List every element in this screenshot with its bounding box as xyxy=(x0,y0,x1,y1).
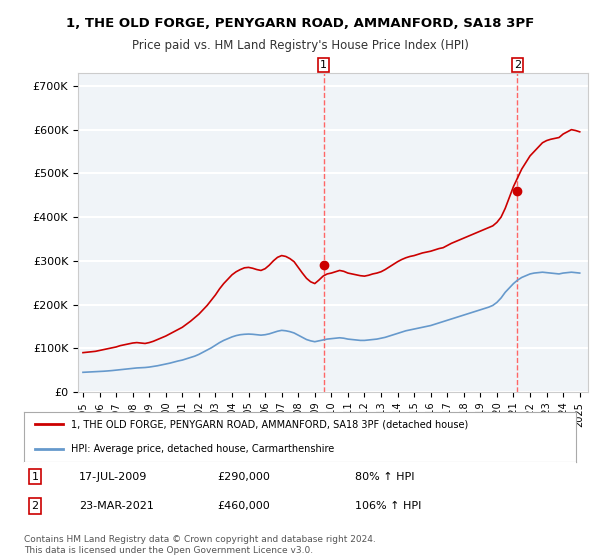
Text: Price paid vs. HM Land Registry's House Price Index (HPI): Price paid vs. HM Land Registry's House … xyxy=(131,39,469,52)
Text: £460,000: £460,000 xyxy=(217,501,270,511)
Text: 1: 1 xyxy=(32,472,38,482)
Text: 1: 1 xyxy=(320,60,327,70)
Text: HPI: Average price, detached house, Carmarthenshire: HPI: Average price, detached house, Carm… xyxy=(71,445,334,454)
Text: 23-MAR-2021: 23-MAR-2021 xyxy=(79,501,154,511)
Text: £290,000: £290,000 xyxy=(217,472,270,482)
Text: 1, THE OLD FORGE, PENYGARN ROAD, AMMANFORD, SA18 3PF: 1, THE OLD FORGE, PENYGARN ROAD, AMMANFO… xyxy=(66,17,534,30)
Text: 2: 2 xyxy=(31,501,38,511)
Text: 17-JUL-2009: 17-JUL-2009 xyxy=(79,472,148,482)
Text: 2: 2 xyxy=(514,60,521,70)
Text: Contains HM Land Registry data © Crown copyright and database right 2024.: Contains HM Land Registry data © Crown c… xyxy=(24,535,376,544)
Text: 106% ↑ HPI: 106% ↑ HPI xyxy=(355,501,422,511)
Text: This data is licensed under the Open Government Licence v3.0.: This data is licensed under the Open Gov… xyxy=(24,546,313,555)
Text: 80% ↑ HPI: 80% ↑ HPI xyxy=(355,472,415,482)
Text: 1, THE OLD FORGE, PENYGARN ROAD, AMMANFORD, SA18 3PF (detached house): 1, THE OLD FORGE, PENYGARN ROAD, AMMANFO… xyxy=(71,419,468,429)
